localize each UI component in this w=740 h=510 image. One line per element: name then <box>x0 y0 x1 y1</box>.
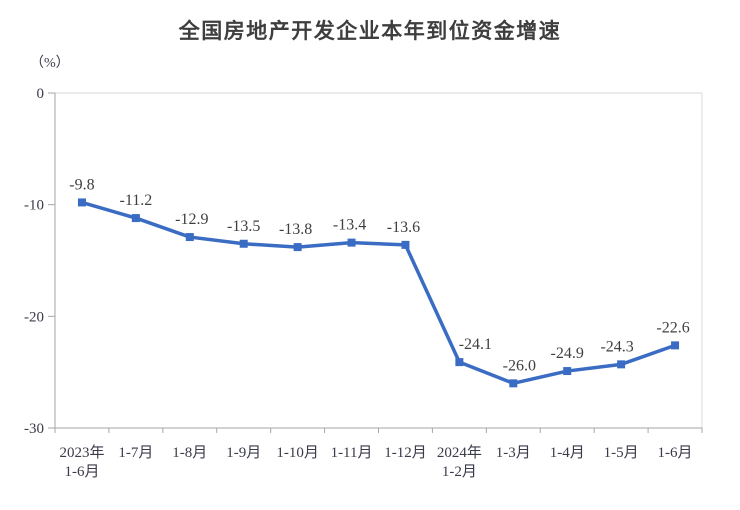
y-axis-tick-label: -10 <box>24 198 44 214</box>
x-axis-tick-label: 2023年 1-6月 <box>59 444 104 480</box>
y-axis-tick-label: -30 <box>24 421 44 437</box>
data-point-marker <box>131 214 140 223</box>
data-point-marker <box>563 367 572 376</box>
y-axis-unit-label: （%） <box>30 56 70 71</box>
x-axis-tick-label: 1-8月 <box>172 445 207 461</box>
data-point-label: -12.9 <box>175 211 208 228</box>
data-point-marker <box>293 243 302 252</box>
chart-title: 全国房地产开发企业本年到位资金增速 <box>178 20 562 43</box>
data-point-marker <box>401 240 410 249</box>
data-point-label: -13.4 <box>333 217 366 234</box>
x-axis-tick-label: 1-7月 <box>118 445 153 461</box>
x-axis-tick-label: 1-12月 <box>384 445 427 461</box>
x-axis-tick-label: 1-5月 <box>604 445 639 461</box>
data-point-marker <box>185 233 194 242</box>
data-point-label: -9.8 <box>69 176 94 193</box>
data-point-label: -13.5 <box>227 218 260 235</box>
data-point-label: -22.6 <box>656 319 689 336</box>
x-axis-tick-label: 2024年 1-2月 <box>437 444 482 480</box>
data-point-marker <box>239 239 248 248</box>
x-axis-tick-label: 1-6月 <box>658 445 693 461</box>
data-point-label: -24.3 <box>600 338 633 355</box>
plot-area-border <box>54 92 703 429</box>
x-axis-tick-label: 1-4月 <box>550 445 585 461</box>
x-axis-tick-label: 1-10月 <box>276 445 319 461</box>
x-axis-tick-label: 1-9月 <box>226 445 261 461</box>
data-line <box>80 200 677 386</box>
data-point-label: -24.1 <box>459 336 492 353</box>
x-axis-tick-label: 1-11月 <box>331 445 373 461</box>
data-point-marker <box>455 358 464 367</box>
data-point-label: -26.0 <box>503 357 536 374</box>
y-axis-tick-label: -20 <box>24 309 44 325</box>
data-point-label: -13.6 <box>387 219 420 236</box>
data-point-marker <box>617 360 626 369</box>
data-point-marker <box>509 379 518 388</box>
data-point-marker <box>77 198 86 207</box>
data-point-marker <box>671 341 680 350</box>
x-axis-tick-label: 1-3月 <box>496 445 531 461</box>
y-axis-tick-label: 0 <box>37 86 45 102</box>
data-point-label: -13.8 <box>279 221 312 238</box>
data-point-label: -11.2 <box>120 192 153 209</box>
data-point-marker <box>347 238 356 247</box>
data-point-label: -24.9 <box>551 345 584 362</box>
